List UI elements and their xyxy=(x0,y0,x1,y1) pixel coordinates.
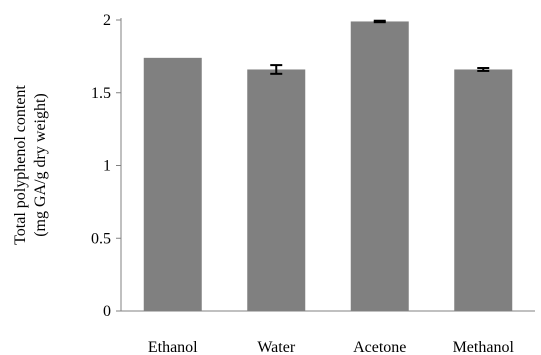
x-tick-label-water: Water xyxy=(257,339,295,355)
y-tick-label: 0 xyxy=(103,303,111,320)
bar-ethanol xyxy=(143,57,202,311)
x-tick-label-acetone: Acetone xyxy=(353,339,406,355)
y-axis-title: Total polyphenol content (mg GA/g dry we… xyxy=(12,85,49,245)
bar-acetone xyxy=(350,21,409,312)
x-tick-label-methanol: Methanol xyxy=(453,339,515,355)
y-axis-title-line2: (mg GA/g dry weight) xyxy=(32,93,49,237)
x-labels: Ethanol Water Acetone Methanol xyxy=(148,339,515,355)
error-bar-methanol xyxy=(477,67,490,72)
y-tick-label: 2 xyxy=(103,12,111,29)
y-tick-label: 0.5 xyxy=(91,230,111,247)
x-tick-label-ethanol: Ethanol xyxy=(148,339,198,355)
bar-methanol xyxy=(454,69,513,311)
error-bar-water xyxy=(270,64,283,75)
y-tick-label: 1.5 xyxy=(91,85,111,102)
error-bar-acetone xyxy=(373,19,386,24)
y-tick-label: 1 xyxy=(103,158,111,175)
bars xyxy=(143,19,513,312)
y-axis-title-line1: Total polyphenol content xyxy=(12,85,29,245)
bar-water xyxy=(247,69,306,311)
y-ticks: 0 0.5 1 1.5 2 xyxy=(91,12,121,320)
